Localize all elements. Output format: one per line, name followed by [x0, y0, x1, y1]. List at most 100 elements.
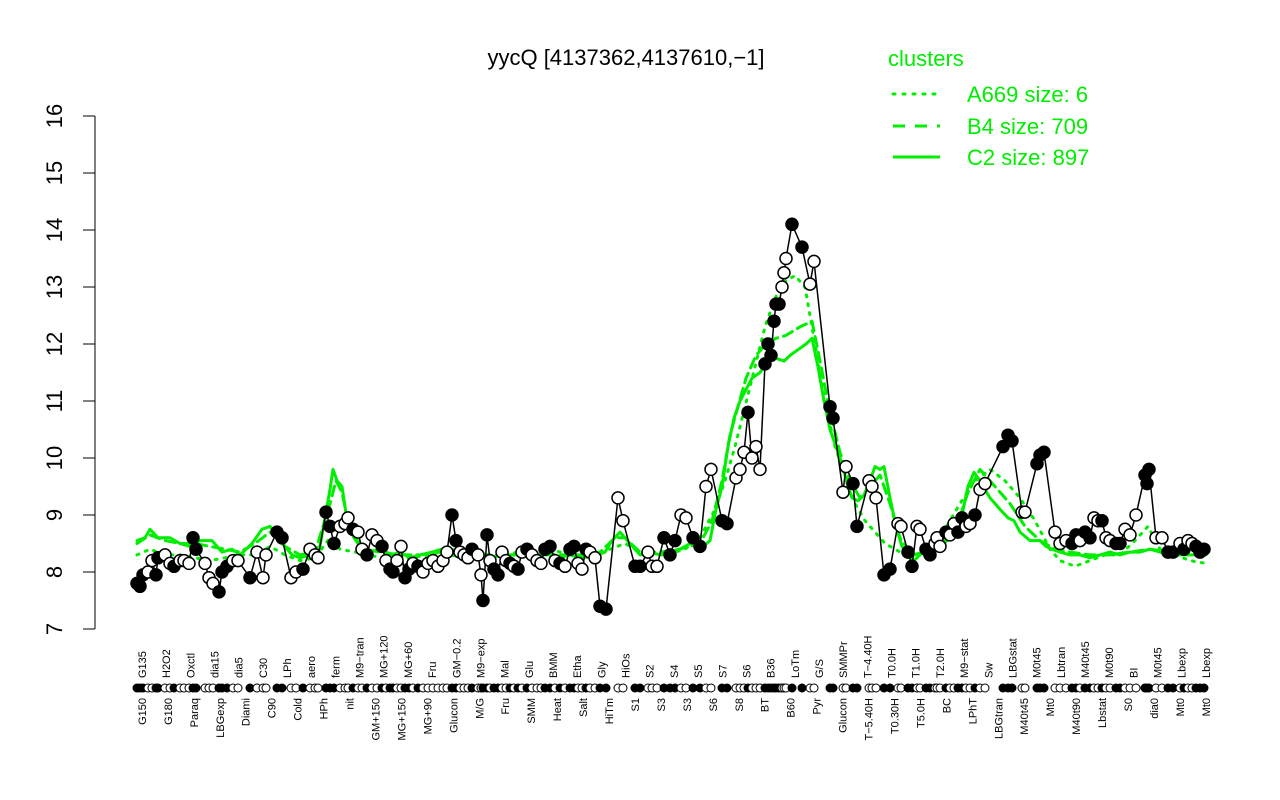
x-tick-label: G135	[137, 651, 149, 678]
sample-marker	[635, 683, 645, 693]
data-point	[1140, 476, 1154, 491]
data-point	[795, 240, 809, 254]
x-tick-label: Glucon	[838, 698, 850, 733]
data-point	[807, 254, 821, 269]
x-tick-label: LBGtran	[993, 698, 1005, 739]
data-point	[1005, 434, 1019, 448]
data-point	[826, 411, 840, 425]
sample-marker	[871, 683, 881, 693]
x-tick-label: T2.0H	[935, 648, 947, 678]
x-tick-label: B60	[786, 698, 798, 718]
data-point	[693, 539, 707, 554]
cluster-lines	[135, 274, 1208, 568]
data-point	[894, 519, 908, 534]
data-point	[679, 511, 693, 525]
sample-marker	[618, 683, 628, 693]
data-point	[445, 508, 459, 522]
x-tick-label: Etha	[572, 654, 584, 678]
y-tick-label: 16	[42, 104, 67, 128]
y-tick-label: 13	[42, 275, 67, 299]
data-point	[386, 565, 400, 579]
data-point	[390, 553, 404, 568]
data-point	[775, 280, 789, 294]
data-point	[761, 337, 775, 351]
y-tick-label: 11	[42, 390, 67, 413]
x-tick-label: M40t45	[1019, 698, 1031, 735]
data-point	[1197, 542, 1211, 556]
data-point	[327, 536, 341, 551]
data-point	[785, 217, 799, 232]
x-tick-label: Mal	[500, 660, 512, 678]
data-point	[319, 505, 333, 519]
data-point	[1113, 536, 1127, 551]
x-tick-label: S0	[1123, 698, 1135, 711]
x-tick-label: ferm	[330, 656, 342, 678]
chart-title: yycQ [4137362,4137610,−1]	[487, 45, 764, 70]
x-tick-label: LoTm	[790, 650, 802, 678]
data-point	[480, 528, 494, 542]
x-tick-label: LBGstat	[1007, 638, 1019, 678]
sample-marker	[1020, 683, 1030, 693]
legend-title: clusters	[888, 46, 964, 71]
data-point	[839, 459, 853, 474]
x-tick-label: M9−tran	[355, 637, 367, 678]
x-tick-label: C90	[267, 698, 279, 718]
sample-marker	[233, 683, 243, 693]
x-tick-label: G180	[163, 698, 175, 725]
x-tick-label: Mt0	[1045, 698, 1057, 716]
data-point	[575, 562, 589, 576]
x-tick-label: Salt	[578, 698, 590, 717]
x-tick-label: Glu	[524, 661, 536, 678]
data-point	[341, 511, 355, 525]
x-tick-label: Lbtran	[1056, 647, 1068, 678]
cluster-line-dashed	[135, 319, 1208, 557]
x-tick-label: M0t45	[1153, 647, 1165, 678]
x-tick-label: GM+150	[371, 698, 383, 741]
data-point	[836, 485, 850, 499]
x-tick-label: S3	[656, 698, 668, 711]
data-point	[699, 479, 713, 494]
x-tick-label: HiOs	[621, 653, 633, 678]
data-point	[440, 545, 454, 559]
data-point	[850, 519, 864, 534]
data-point	[311, 551, 325, 565]
data-point	[476, 593, 490, 608]
data-point	[534, 556, 548, 571]
data-point	[511, 562, 525, 576]
sample-marker	[980, 683, 990, 693]
x-tick-label: S7	[717, 665, 729, 678]
x-tick-label: T5.0H	[915, 698, 927, 728]
x-tick-label: Gly	[596, 661, 608, 678]
data-point	[133, 579, 147, 594]
data-point	[543, 539, 557, 554]
x-tick-label: T1.0H	[911, 648, 923, 678]
data-point	[978, 476, 992, 491]
x-tick-label: Fru	[500, 698, 512, 715]
data-point	[351, 525, 365, 539]
data-point	[823, 399, 837, 414]
data-point	[1155, 531, 1169, 545]
data-point	[198, 556, 212, 571]
x-tick-label: M40t90	[1071, 698, 1083, 735]
x-tick-label: T0.0H	[887, 648, 899, 678]
sample-marker	[313, 683, 323, 693]
sample-marker	[797, 683, 807, 693]
x-tick-label: S2	[645, 665, 657, 678]
sample-marker	[277, 683, 287, 693]
data-point	[491, 568, 505, 582]
x-tick-label: aero	[306, 656, 318, 678]
sample-marker	[1131, 683, 1141, 693]
sample-marker	[885, 683, 895, 693]
data-point	[360, 548, 374, 562]
data-point	[704, 462, 718, 477]
x-tick-label: T0.30H	[890, 698, 902, 734]
x-tick-label: G150	[137, 698, 149, 725]
x-tick-label: dia5	[234, 657, 246, 678]
y-tick-label: 15	[42, 161, 67, 185]
data-point	[663, 548, 677, 562]
x-tick-label: BI	[1128, 668, 1140, 678]
data-point	[1018, 505, 1032, 519]
legend: clusters A669 size: 6 B4 size: 709 C2 si…	[888, 46, 1089, 170]
y-tick-label: 12	[42, 332, 67, 356]
x-tick-label: Paraq	[189, 698, 201, 727]
